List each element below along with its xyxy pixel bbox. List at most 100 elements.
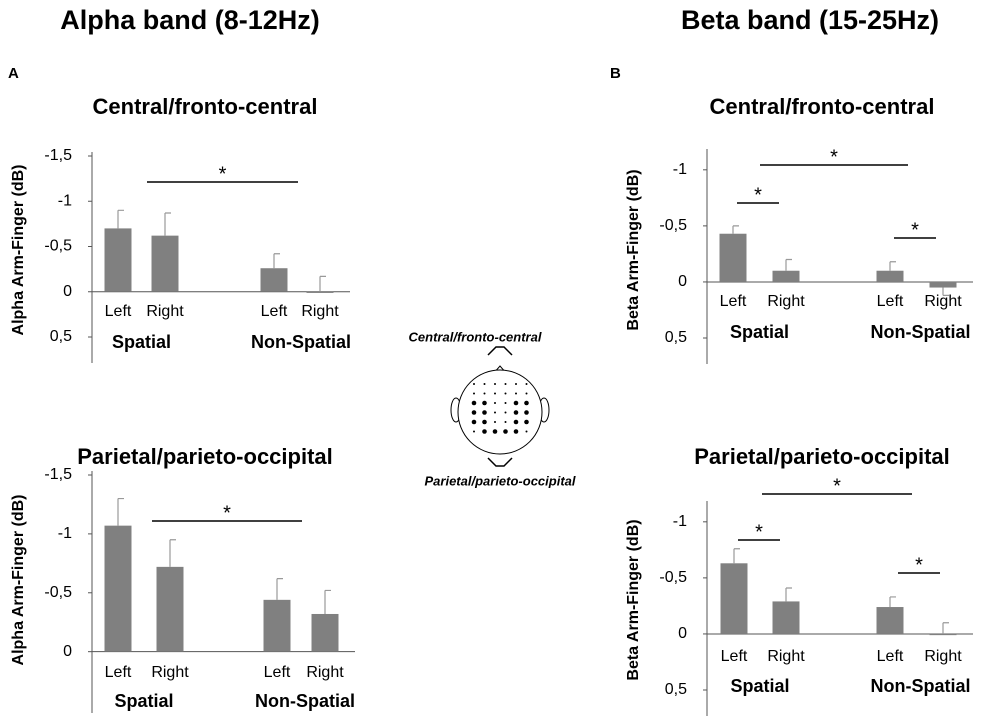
electrode: [504, 411, 507, 414]
column-header: Alpha band (8-12Hz): [60, 5, 320, 35]
electrode: [494, 411, 496, 414]
electrode: [494, 392, 496, 395]
y-tick-label: 0: [678, 625, 687, 642]
error-bar: [164, 212, 171, 236]
electrode: [513, 410, 519, 415]
chart-title: Parietal/parieto-occipital: [694, 444, 950, 469]
electrode: [513, 429, 519, 434]
x-tick-label: Right: [306, 664, 344, 681]
x-tick-label: Left: [105, 303, 132, 320]
y-tick-label: 0,5: [50, 328, 72, 345]
significance-label: *: [830, 146, 838, 168]
group-label: Non-Spatial: [251, 332, 351, 352]
error-bar: [273, 253, 280, 269]
electrode: [524, 400, 529, 406]
y-tick-label: 0: [678, 273, 687, 290]
significance-label: *: [915, 554, 923, 576]
head-diagram: Central/fronto-central Parietal/parieto-…: [409, 329, 576, 488]
bar: [929, 633, 957, 636]
electrode: [471, 410, 477, 415]
error-bar: [324, 589, 331, 614]
x-tick-label: Right: [924, 648, 962, 665]
error-bar: [889, 596, 896, 608]
significance-label: *: [911, 219, 919, 241]
electrode: [482, 429, 487, 434]
electrode: [473, 383, 475, 385]
electrode: [504, 402, 507, 404]
error-bar: [732, 225, 739, 234]
y-axis-label: Alpha Arm-Finger (dB): [10, 165, 27, 336]
bar: [876, 270, 904, 282]
bar: [929, 281, 957, 288]
head-label: Central/fronto-central: [409, 329, 542, 344]
group-label: Spatial: [112, 332, 171, 352]
arrow: [487, 346, 513, 356]
electrodes: [471, 383, 529, 434]
x-tick-label: Left: [877, 293, 904, 310]
electrode: [494, 383, 496, 385]
electrode: [515, 392, 517, 395]
y-tick-label: 0,5: [665, 681, 687, 698]
chart-title: Central/fronto-central: [710, 94, 935, 119]
electrode: [525, 383, 528, 385]
x-tick-label: Right: [151, 664, 189, 681]
error-bar: [169, 539, 176, 567]
significance-label: *: [754, 184, 762, 206]
bar: [719, 233, 747, 282]
x-tick-label: Right: [924, 293, 962, 310]
bar: [151, 235, 179, 292]
electrode: [482, 400, 487, 406]
electrode: [513, 419, 519, 425]
error-bar: [785, 587, 792, 602]
x-tick-label: Left: [105, 664, 132, 681]
electrode: [524, 410, 529, 415]
electrode: [471, 400, 477, 406]
y-tick-label: 0: [63, 283, 72, 300]
head-label: Parietal/parieto-occipital: [425, 473, 576, 488]
bar: [772, 601, 800, 634]
y-tick-label: 0,5: [665, 329, 687, 346]
bar: [263, 599, 291, 652]
electrode: [471, 419, 477, 425]
significance-label: *: [755, 521, 763, 543]
x-tick-label: Left: [264, 664, 291, 681]
bar: [720, 563, 748, 634]
error-bar: [889, 261, 896, 271]
group-label: Non-Spatial: [870, 322, 970, 342]
significance-label: *: [219, 163, 227, 185]
y-tick-label: -0,5: [44, 238, 72, 255]
error-bar: [942, 287, 949, 296]
electrode: [473, 430, 475, 433]
electrode: [515, 383, 517, 385]
head: [457, 369, 543, 455]
x-tick-label: Right: [767, 648, 805, 665]
electrode: [525, 430, 528, 433]
y-tick-label: -1: [673, 161, 687, 178]
error-bar: [733, 548, 740, 564]
group-label: Spatial: [114, 691, 173, 711]
y-tick-label: -1: [673, 513, 687, 530]
panel-label: B: [610, 65, 621, 82]
error-bar: [942, 622, 949, 634]
electrode: [494, 402, 496, 404]
electrode: [513, 400, 519, 406]
bar: [260, 268, 288, 292]
y-tick-label: -1: [58, 525, 72, 542]
error-bar: [785, 258, 792, 271]
group-label: Non-Spatial: [870, 676, 970, 696]
electrode: [525, 392, 528, 395]
y-axis-label: Beta Arm-Finger (dB): [625, 519, 642, 680]
y-tick-label: -1,5: [44, 466, 72, 483]
bar: [772, 270, 800, 282]
error-bar: [276, 578, 283, 600]
significance-label: *: [833, 475, 841, 497]
group-label: Spatial: [730, 676, 789, 696]
bar: [104, 228, 132, 292]
bar: [311, 613, 339, 652]
electrode: [504, 421, 507, 423]
y-tick-label: -0,5: [659, 569, 687, 586]
bar: [876, 607, 904, 634]
electrode: [492, 429, 498, 434]
x-tick-label: Left: [720, 293, 747, 310]
electrode: [504, 392, 507, 395]
